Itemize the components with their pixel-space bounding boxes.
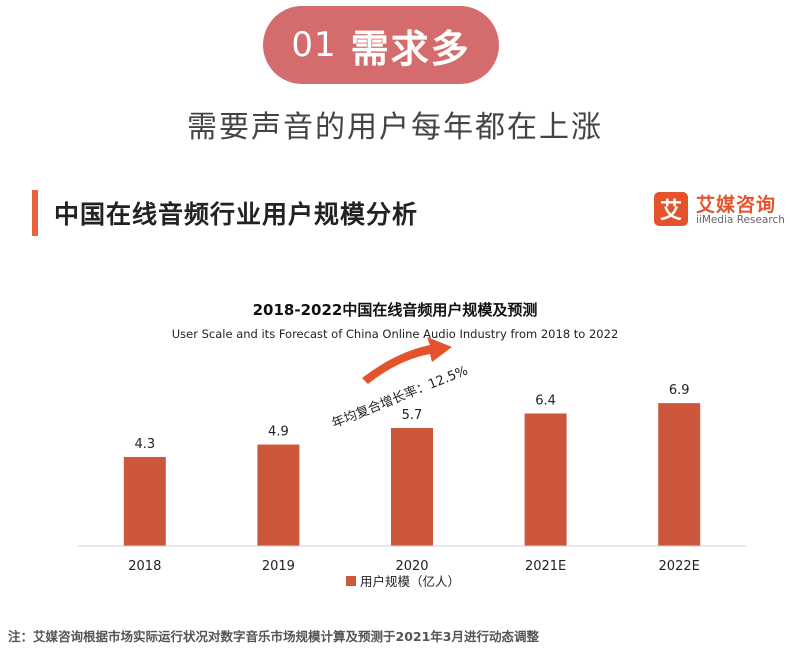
x-tick-2019: 2019 <box>262 559 295 574</box>
footnote: 注：艾媒咨询根据市场实际运行状况对数字音乐市场规模计算及预测于2021年3月进行… <box>8 629 539 644</box>
bar-2018 <box>123 456 166 546</box>
chart-title: 2018-2022中国在线音频用户规模及预测 <box>252 301 538 319</box>
pill-number: 01 <box>291 25 337 65</box>
pill-text: 需求多 <box>350 26 471 71</box>
logo-mark-icon: 艾 <box>654 192 688 226</box>
bar-2020 <box>391 427 433 546</box>
section-accent-bar <box>32 190 38 236</box>
logo-name-en: iiMedia Research <box>696 214 785 226</box>
value-label-2018: 4.3 <box>134 437 155 452</box>
bar-2021E <box>524 413 567 546</box>
x-tick-2020: 2020 <box>395 559 428 574</box>
x-tick-2022E: 2022E <box>659 559 700 574</box>
growth-arrow-icon <box>362 337 452 384</box>
iimedia-logo: 艾 艾媒咨询 iiMedia Research <box>654 190 785 230</box>
growth-annotation: 年均复合增长率：12.5% <box>330 337 471 432</box>
value-label-2019: 4.9 <box>268 425 289 440</box>
section-number-pill: 01 需求多 <box>263 6 499 84</box>
section-title: 中国在线音频行业用户规模分析 <box>54 200 419 229</box>
bar-2022E <box>658 403 701 546</box>
page-subtitle: 需要声音的用户每年都在上涨 <box>187 110 603 145</box>
value-label-2022E: 6.9 <box>669 383 690 398</box>
x-tick-2018: 2018 <box>128 559 161 574</box>
chart-subtitle: User Scale and its Forecast of China Onl… <box>171 327 619 341</box>
value-label-2021E: 6.4 <box>535 393 556 408</box>
growth-rate-annotation: 年均复合增长率：12.5% <box>330 362 471 431</box>
bar-2019 <box>257 444 300 546</box>
chart-legend: 用户规模（亿人） <box>346 574 460 589</box>
legend-label: 用户规模（亿人） <box>360 574 460 589</box>
x-tick-2021E: 2021E <box>525 559 566 574</box>
logo-name-cn: 艾媒咨询 <box>696 194 777 216</box>
value-label-2020: 5.7 <box>402 408 423 423</box>
legend-swatch <box>346 576 356 586</box>
